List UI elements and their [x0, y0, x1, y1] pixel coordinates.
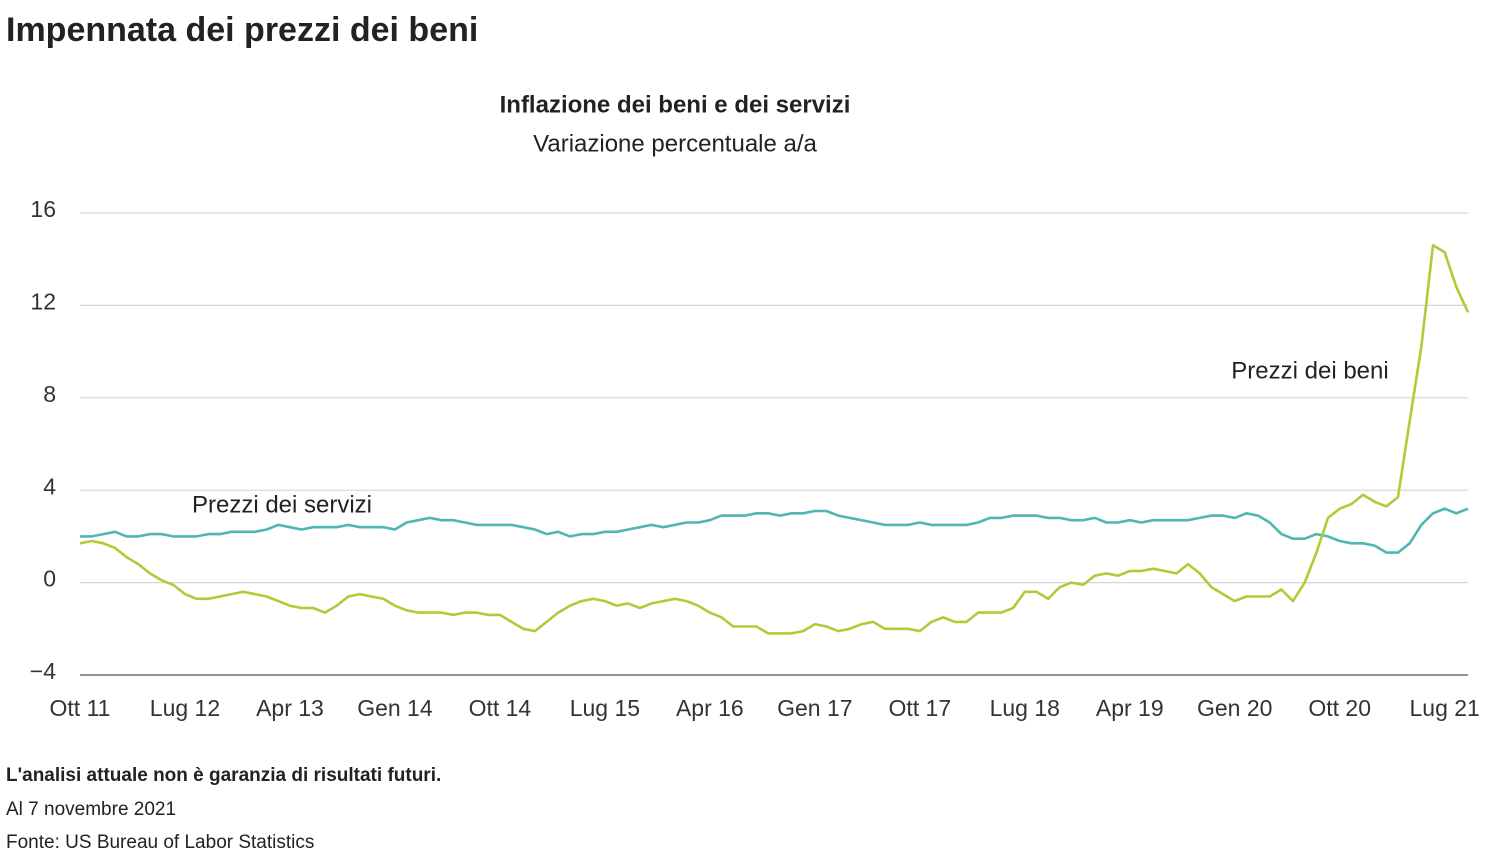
- x-tick-label: Ott 17: [888, 695, 951, 721]
- chart-title: Inflazione dei beni e dei servizi: [500, 91, 851, 118]
- y-tick-label: 4: [43, 473, 56, 499]
- y-tick-label: 16: [30, 196, 56, 222]
- x-tick-label: Gen 17: [777, 695, 852, 721]
- x-tick-label: Gen 14: [357, 695, 433, 721]
- x-tick-label: Ott 11: [50, 695, 111, 721]
- series-label: Prezzi dei beni: [1231, 357, 1388, 384]
- x-tick-label: Lug 18: [990, 695, 1060, 721]
- series-label: Prezzi dei servizi: [192, 491, 372, 518]
- y-tick-label: −4: [30, 658, 56, 684]
- y-tick-label: 0: [43, 566, 56, 592]
- x-tick-label: Lug 12: [150, 695, 220, 721]
- line: [79, 244, 1470, 635]
- y-tick-label: 8: [43, 381, 56, 407]
- x-tick-label: Ott 20: [1308, 695, 1371, 721]
- x-tick-label: Apr 19: [1096, 695, 1164, 721]
- x-tick-label: Apr 13: [256, 695, 324, 721]
- line: [80, 507, 1469, 554]
- x-tick-label: Apr 16: [676, 695, 744, 721]
- x-tick-label: Gen 20: [1197, 695, 1272, 721]
- date: Al 7 novembre 2021: [6, 799, 176, 820]
- chart-subtitle: Variazione percentuale a/a: [533, 130, 817, 157]
- x-tick-label: Lug 21: [1409, 695, 1479, 721]
- page-title: Impennata dei prezzi dei beni: [6, 11, 478, 49]
- source: Fonte: US Bureau of Labor Statistics: [6, 832, 314, 853]
- x-tick-label: Lug 15: [570, 695, 640, 721]
- note: L'analisi attuale non è garanzia di risu…: [6, 765, 441, 786]
- y-tick-label: 12: [30, 288, 56, 314]
- x-tick-label: Ott 14: [469, 695, 532, 721]
